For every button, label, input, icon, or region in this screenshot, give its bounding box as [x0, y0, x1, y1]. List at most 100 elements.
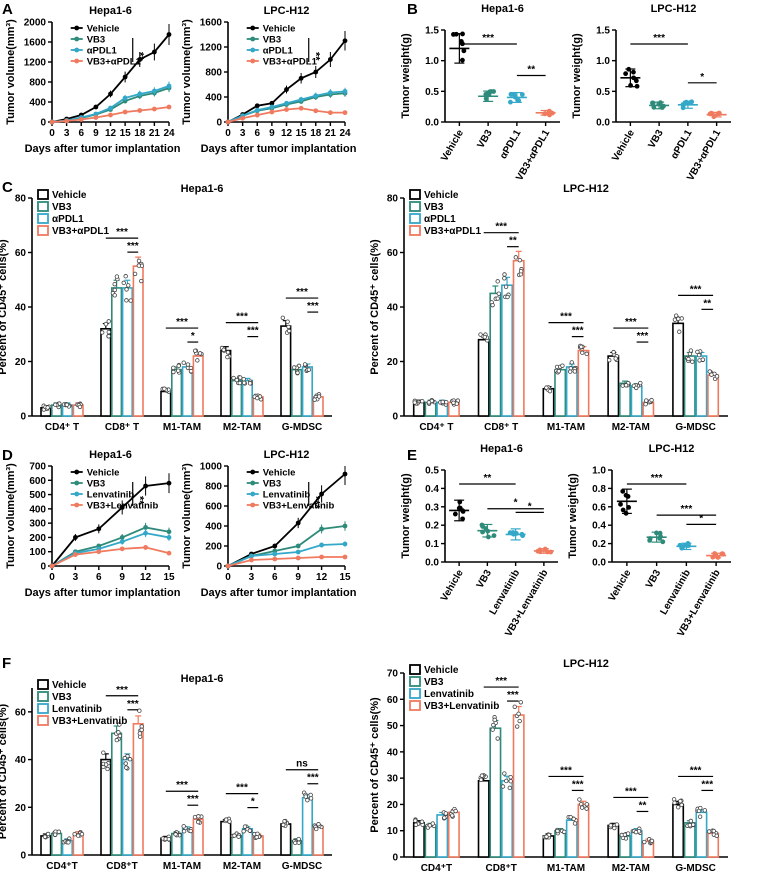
- data-point: [450, 813, 455, 818]
- panel-f: F 0 20 40 60 Hepa1-6 Percent of CD45⁺ cells(%)…: [0, 655, 728, 874]
- data-point: [272, 551, 278, 557]
- data-point: [137, 108, 143, 113]
- legend-marker: [74, 47, 80, 53]
- data-point: [73, 552, 78, 557]
- data-point: [247, 828, 253, 833]
- data-point: [479, 773, 485, 778]
- legend-marker: [250, 480, 256, 486]
- x-tick-label: VB3: [644, 568, 663, 591]
- x-tick-label: 9: [295, 572, 301, 583]
- data-point: [122, 755, 127, 761]
- x-tick-label: VB3: [475, 128, 494, 151]
- data-point: [305, 798, 310, 803]
- data-point: [112, 281, 117, 287]
- data-point: [555, 828, 560, 834]
- legend-swatch: [409, 201, 421, 212]
- y-axis-label: Tumor weight(g): [400, 473, 412, 559]
- data-point: [103, 762, 109, 767]
- data-point: [679, 316, 684, 321]
- y-tick-label: 0.5: [425, 466, 439, 477]
- data-point: [698, 805, 703, 811]
- sig-label: ***: [690, 284, 702, 295]
- bar: [447, 811, 460, 858]
- legend-marker: [74, 36, 80, 42]
- legend-swatch: [409, 225, 421, 236]
- bar: [192, 818, 204, 856]
- data-point: [313, 93, 319, 99]
- panel-letter: D: [2, 447, 13, 464]
- data-point: [192, 348, 198, 353]
- data-point: [122, 74, 128, 80]
- y-tick-label: 70: [387, 669, 399, 680]
- bar: [220, 820, 232, 856]
- data-point: [312, 397, 317, 402]
- y-tick-label: 40: [387, 303, 399, 314]
- y-tick-label: 800: [205, 68, 222, 79]
- data-point: [116, 730, 121, 735]
- y-tick-label: 0.2: [592, 539, 606, 550]
- data-point: [503, 284, 509, 290]
- x-tick-label: CD8⁺ T: [484, 422, 518, 433]
- data-point: [166, 104, 172, 110]
- data-point: [696, 352, 702, 358]
- chart-title: LPC-H12: [264, 5, 310, 17]
- y-tick-label: 20: [387, 800, 399, 811]
- legend-label: VB3+αPDL1: [52, 226, 109, 237]
- legend-swatch: [37, 691, 49, 702]
- bar: [312, 825, 324, 856]
- data-point: [612, 825, 617, 831]
- legend-marker: [250, 58, 256, 64]
- data-point: [688, 348, 694, 353]
- chart-title: LPC-H12: [649, 443, 695, 455]
- y-tick-label: 1200: [24, 58, 47, 69]
- data-point: [584, 806, 589, 811]
- y-tick-label: 40: [387, 747, 399, 758]
- data-point: [73, 535, 78, 540]
- data-point: [502, 276, 507, 281]
- data-point: [75, 833, 81, 838]
- data-point: [412, 400, 417, 405]
- sig-label: ***: [560, 312, 572, 323]
- bar: [436, 814, 449, 858]
- data-point: [517, 718, 522, 724]
- data-point: [137, 731, 143, 736]
- data-point: [197, 351, 203, 356]
- data-point: [119, 505, 125, 510]
- bar: [50, 832, 63, 856]
- bar: [554, 368, 567, 417]
- sig-label: ***: [187, 794, 199, 805]
- bar: [565, 366, 578, 417]
- data-point: [676, 316, 681, 321]
- data-point: [313, 69, 319, 75]
- x-tick-label: M2-TAM: [223, 861, 261, 872]
- data-point: [327, 90, 333, 96]
- legend-label: VB3+Lenvatinib: [87, 501, 159, 512]
- data-point: [513, 255, 519, 260]
- data-point: [649, 838, 655, 844]
- data-point: [547, 388, 553, 394]
- data-point: [237, 380, 242, 386]
- data-point: [702, 808, 708, 813]
- data-point: [272, 556, 278, 562]
- y-tick-label: 0: [392, 853, 398, 864]
- y-tick-label: 0.6: [592, 502, 606, 513]
- data-point: [255, 831, 260, 837]
- x-tick-label: M1-TAM: [163, 861, 201, 872]
- data-point: [502, 771, 507, 776]
- legend-swatch: [37, 703, 49, 714]
- data-point: [137, 708, 142, 713]
- data-point: [413, 822, 419, 827]
- data-point: [430, 821, 435, 826]
- data-point: [482, 334, 488, 340]
- data-point: [342, 110, 348, 116]
- data-point: [225, 119, 231, 125]
- chart-d-1: 0 100 200 300 400 500 600 700 0 3 6 9 12 15 Hepa1-6 Day…: [5, 449, 181, 599]
- chart-c-2: 0 20 40 60 80 LPC-H12 Percent of CD45⁺ cells(%…: [369, 183, 728, 433]
- legend-label: αPDL1: [424, 214, 456, 225]
- data-point: [242, 824, 248, 829]
- data-point: [72, 831, 77, 837]
- legend-label: VB3+αPDL1: [87, 57, 142, 68]
- data-point: [672, 800, 677, 805]
- data-point: [642, 839, 647, 845]
